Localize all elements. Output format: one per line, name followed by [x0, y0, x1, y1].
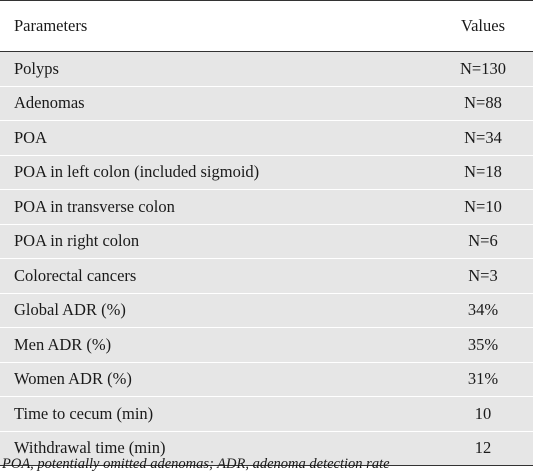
row-value: N=10: [433, 189, 533, 225]
row-parameter: Men ADR (%): [0, 327, 433, 363]
row-parameter: Time to cecum (min): [0, 396, 433, 432]
table-row: Time to cecum (min) 10: [0, 396, 533, 432]
parameters-table: Parameters Values Polyps N=130 Adenomas …: [0, 0, 533, 466]
row-value: 31%: [433, 362, 533, 397]
table-row: POA in transverse colon N=10: [0, 189, 533, 225]
row-value: N=18: [433, 155, 533, 190]
row-parameter: Polyps: [0, 51, 433, 87]
row-parameter: Colorectal cancers: [0, 258, 433, 294]
row-value: N=88: [433, 86, 533, 121]
table-row: POA in left colon (included sigmoid) N=1…: [0, 155, 533, 190]
table-row: Colorectal cancers N=3: [0, 258, 533, 294]
row-value: N=34: [433, 120, 533, 156]
table-row: Polyps N=130: [0, 51, 533, 87]
row-value: 10: [433, 396, 533, 432]
row-parameter: Adenomas: [0, 86, 433, 121]
row-value: N=130: [433, 51, 533, 87]
table-row: Men ADR (%) 35%: [0, 327, 533, 363]
row-parameter: Women ADR (%): [0, 362, 433, 397]
table-row: Adenomas N=88: [0, 86, 533, 121]
table-row: Women ADR (%) 31%: [0, 362, 533, 397]
row-parameter: POA in transverse colon: [0, 189, 433, 225]
header-parameters: Parameters: [0, 0, 433, 52]
table-row: POA in right colon N=6: [0, 224, 533, 259]
table-row: Global ADR (%) 34%: [0, 293, 533, 328]
row-value: N=6: [433, 224, 533, 259]
row-value: 12: [433, 431, 533, 466]
row-parameter: Global ADR (%): [0, 293, 433, 328]
row-parameter: Withdrawal time (min): [0, 431, 433, 466]
row-value: 34%: [433, 293, 533, 328]
row-parameter: POA in right colon: [0, 224, 433, 259]
row-value: 35%: [433, 327, 533, 363]
table-row: POA N=34: [0, 120, 533, 156]
table-row: Withdrawal time (min) 12: [0, 431, 533, 466]
table-header-row: Parameters Values: [0, 0, 533, 52]
table-footnote: POA, potentially omitted adenomas; ADR, …: [2, 456, 390, 472]
row-value: N=3: [433, 258, 533, 294]
row-parameter: POA: [0, 120, 433, 156]
data-table-container: Parameters Values Polyps N=130 Adenomas …: [0, 0, 533, 466]
row-parameter: POA in left colon (included sigmoid): [0, 155, 433, 190]
header-values: Values: [433, 0, 533, 52]
